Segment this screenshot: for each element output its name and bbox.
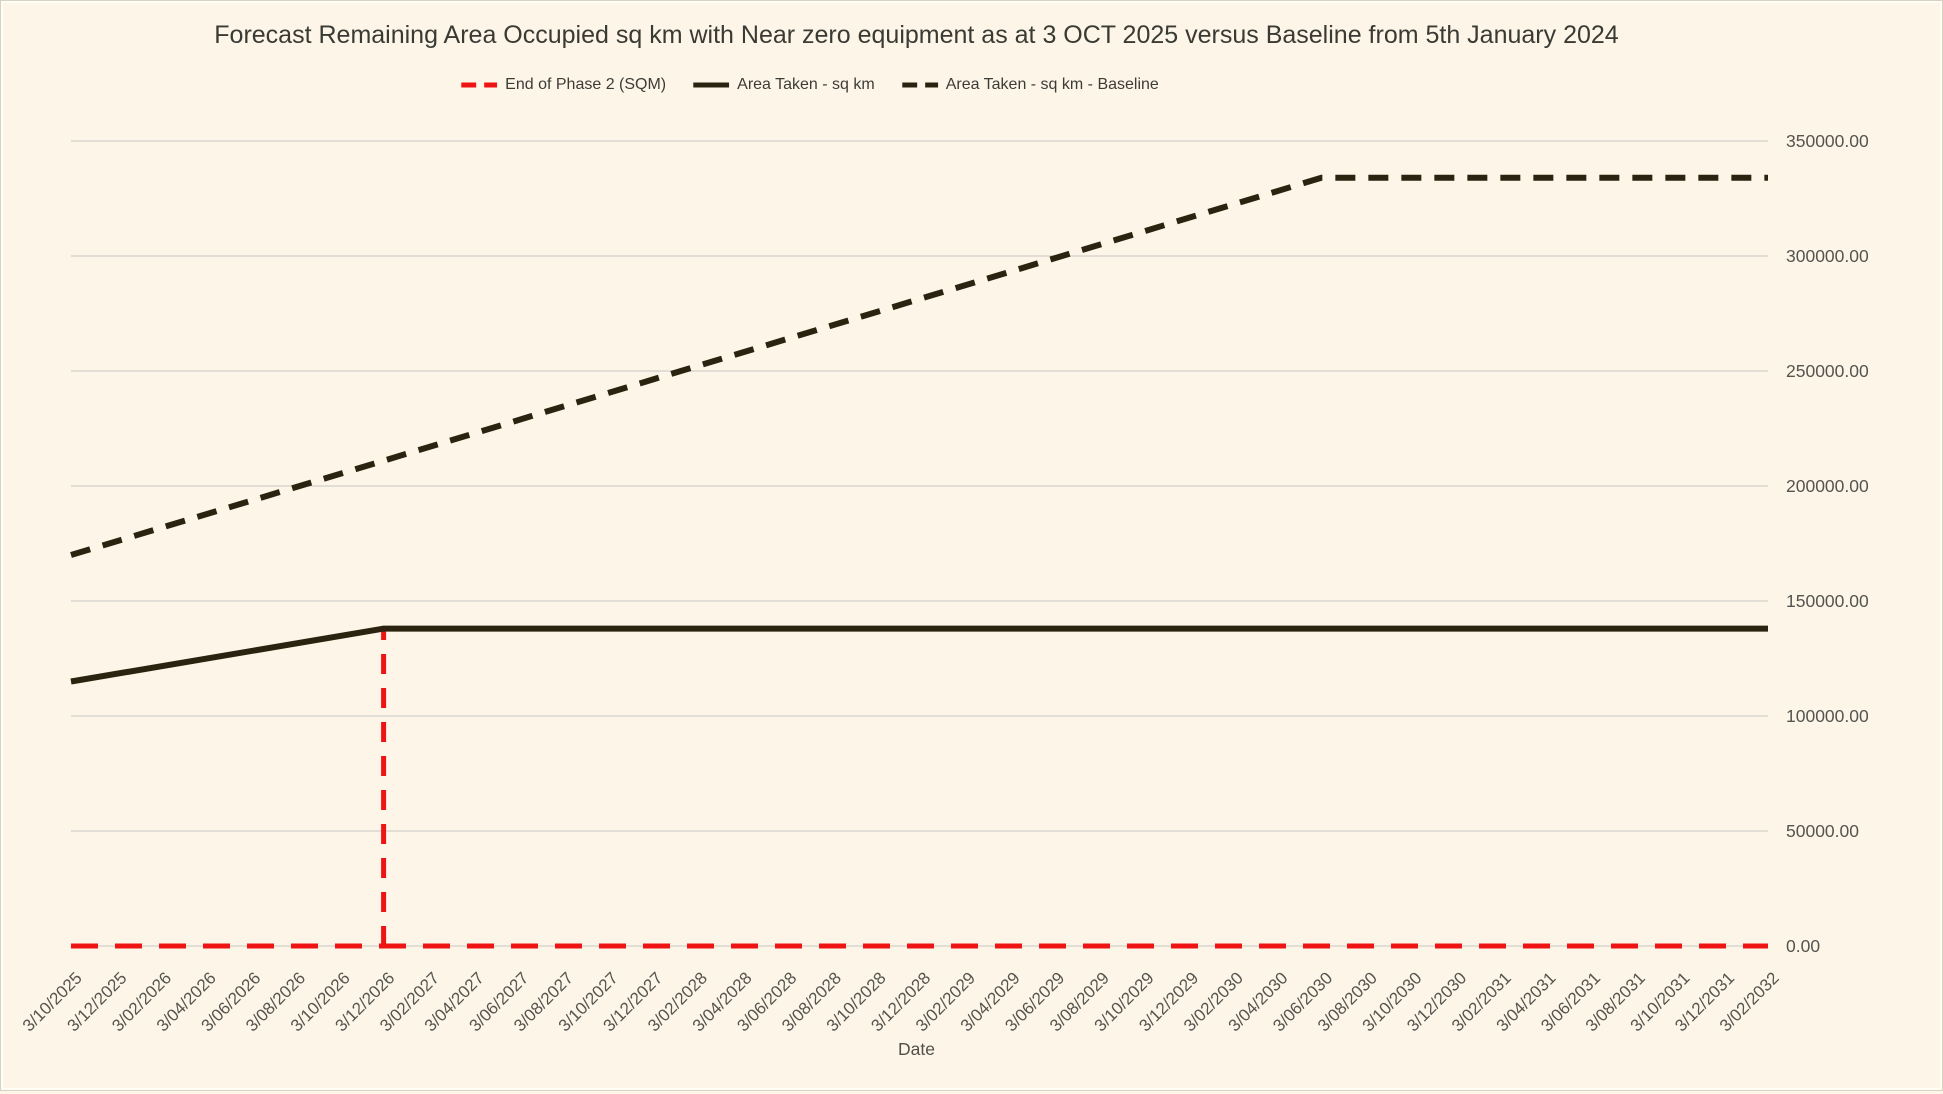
series-line [70,625,1768,685]
chart-legend: End of Phase 2 (SQM) Area Taken - sq km … [461,76,1159,94]
legend-label-end-of-phase-2: End of Phase 2 (SQM) [505,76,667,93]
plot-area: 0.00 50000.00 100000.00 150000.00 200000.00 2… [19,131,1869,1035]
y-tick-label: 150000.00 [1786,591,1869,611]
y-tick-label: 50000.00 [1786,821,1859,841]
y-tick-label: 350000.00 [1786,131,1869,151]
solid-line-swatch [693,82,730,88]
legend-item-area-taken[interactable]: Area Taken - sq km [693,76,875,94]
red-dashed-line-swatch [461,82,498,88]
y-tick-label: 200000.00 [1786,476,1869,496]
y-tick-label: 250000.00 [1786,361,1869,381]
y-tick-label: 0.00 [1786,936,1820,956]
y-tick-label: 300000.00 [1786,246,1869,266]
legend-item-end-of-phase-2[interactable]: End of Phase 2 (SQM) [461,76,666,94]
chart-title: Forecast Remaining Area Occupied sq km w… [214,21,1619,49]
x-axis-title: Date [898,1039,935,1059]
legend-label-area-taken: Area Taken - sq km [737,76,875,93]
legend-label-area-taken-baseline: Area Taken - sq km - Baseline [945,76,1159,93]
legend-item-area-taken-baseline[interactable]: Area Taken - sq km - Baseline [901,76,1159,94]
dark-dashed-line-swatch [901,82,938,88]
y-tick-label: 100000.00 [1786,706,1869,726]
series-line [70,174,1768,558]
